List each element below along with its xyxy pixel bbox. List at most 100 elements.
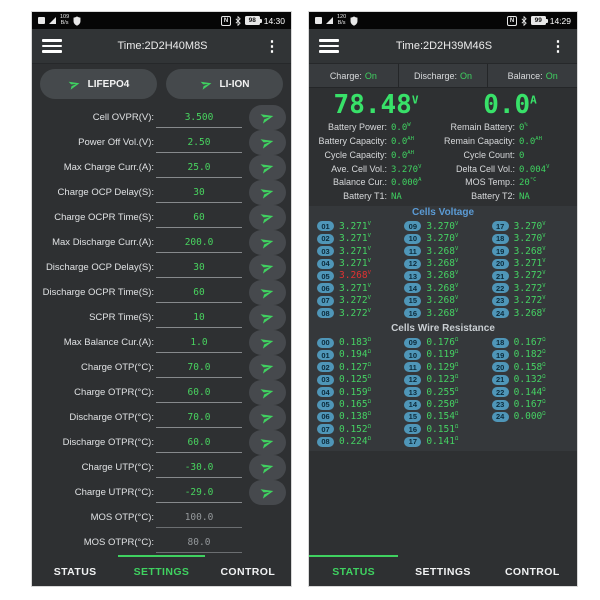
wire-resistance-value: 0.132Ω xyxy=(513,374,546,386)
setting-value-input[interactable]: 200.0 xyxy=(156,232,242,253)
stat-value: 0% xyxy=(519,122,528,134)
cell-index-badge: 08 xyxy=(317,308,334,319)
cell-index-badge: 12 xyxy=(404,374,422,385)
setting-value-input[interactable]: 100.0 xyxy=(156,507,242,528)
status-bar: 120 B/s N 99 14:29 xyxy=(309,12,577,29)
send-setting-button[interactable] xyxy=(249,354,286,380)
overflow-menu-icon[interactable]: ⋮ xyxy=(264,37,280,55)
setting-value-input[interactable]: 70.0 xyxy=(156,357,242,378)
cell-index-badge: 17 xyxy=(491,221,509,232)
pack-gauges: 78.48V 0.0A xyxy=(309,88,577,121)
setting-value-input[interactable]: 30 xyxy=(156,182,242,203)
send-setting-button[interactable] xyxy=(249,129,286,155)
cell-voltage-entry: 16 3.268V xyxy=(404,307,481,319)
setting-value-input[interactable]: 60 xyxy=(156,207,242,228)
cell-voltage-entry: 02 3.271V xyxy=(317,233,394,245)
send-setting-button[interactable] xyxy=(249,229,286,255)
switch-status[interactable]: Balance: On xyxy=(487,64,577,87)
nav-tab[interactable]: STATUS xyxy=(309,555,399,586)
cell-voltage-value: 3.272V xyxy=(339,307,371,319)
stat-label: MOS Temp.: xyxy=(465,177,515,188)
setting-value: 60.0 xyxy=(187,436,211,448)
nav-tab[interactable]: STATUS xyxy=(32,555,118,586)
setting-value-input[interactable]: 60 xyxy=(156,282,242,303)
send-setting-button[interactable] xyxy=(249,304,286,330)
wire-resistance-entry: 03 0.125Ω xyxy=(317,374,394,386)
page-title: Time:2D2H39M46S xyxy=(395,40,493,52)
setting-value-input[interactable]: -30.0 xyxy=(156,457,242,478)
setting-value-input[interactable]: 1.0 xyxy=(156,332,242,353)
setting-value-input[interactable]: 30 xyxy=(156,257,242,278)
cell-voltage-value: 3.268V xyxy=(426,295,459,307)
send-setting-button[interactable] xyxy=(249,454,286,480)
setting-value: -29.0 xyxy=(184,486,214,498)
cell-index-badge: 14 xyxy=(404,399,422,410)
send-setting-button[interactable] xyxy=(249,204,286,230)
send-setting-button[interactable] xyxy=(249,104,286,130)
setting-value-input[interactable]: 2.50 xyxy=(156,132,242,153)
switch-status[interactable]: Charge: On xyxy=(309,64,398,87)
setting-row: Discharge OCP Delay(S): 30 xyxy=(34,254,289,280)
nav-tab[interactable]: SETTINGS xyxy=(118,555,205,586)
send-setting-button[interactable] xyxy=(249,254,286,280)
stat-row: Cycle Count: 0 xyxy=(443,150,571,162)
wire-resistance-value: 0.167Ω xyxy=(513,337,546,349)
setting-value-input[interactable]: -29.0 xyxy=(156,482,242,503)
overflow-menu-icon[interactable]: ⋮ xyxy=(550,37,566,55)
nav-tab[interactable]: CONTROL xyxy=(488,555,577,586)
hamburger-menu-icon[interactable] xyxy=(42,39,62,53)
cell-index-badge: 10 xyxy=(404,233,422,244)
cell-index-badge: 16 xyxy=(404,308,422,319)
hamburger-menu-icon[interactable] xyxy=(319,39,339,53)
cell-index-badge: 13 xyxy=(404,271,422,282)
cell-index-badge: 09 xyxy=(404,221,422,232)
send-setting-button[interactable] xyxy=(249,479,286,505)
stat-value: NA xyxy=(519,192,530,203)
cell-index-badge: 02 xyxy=(317,362,334,373)
setting-value-input[interactable]: 3.500 xyxy=(156,107,242,128)
cell-index-badge: 20 xyxy=(491,362,509,373)
setting-value-input[interactable]: 70.0 xyxy=(156,407,242,428)
wire-resistance-value: 0.255Ω xyxy=(426,386,459,398)
cell-voltage-entry: 19 3.268V xyxy=(491,245,569,257)
setting-value-input[interactable]: 80.0 xyxy=(156,532,242,553)
cell-index-badge: 04 xyxy=(317,387,334,398)
stat-label: Battery T1: xyxy=(343,191,387,202)
bottom-nav: STATUS SETTINGS CONTROL xyxy=(32,555,291,586)
cell-index-badge: 03 xyxy=(317,246,334,257)
send-setting-button[interactable] xyxy=(249,279,286,305)
setting-label: Charge OCPR Time(S): xyxy=(54,211,154,223)
battery-preset-button[interactable]: LIFEPO4 xyxy=(40,69,157,99)
setting-value-input[interactable]: 10 xyxy=(156,307,242,328)
send-setting-button[interactable] xyxy=(249,429,286,455)
nav-tab[interactable]: CONTROL xyxy=(205,555,291,586)
wire-resistance-entry: 00 0.183Ω xyxy=(317,336,394,348)
setting-value: 30 xyxy=(193,186,205,198)
send-setting-button[interactable] xyxy=(249,379,286,405)
cell-index-badge: 22 xyxy=(491,283,509,294)
battery-preset-button[interactable]: LI-ION xyxy=(166,69,283,99)
setting-value: 3.500 xyxy=(184,111,214,123)
cell-index-badge: 17 xyxy=(404,436,422,447)
cell-voltage-value: 3.272V xyxy=(513,270,546,282)
stat-row: Remain Capacity: 0.0AH xyxy=(443,136,571,148)
send-setting-button[interactable] xyxy=(249,179,286,205)
send-setting-button[interactable] xyxy=(249,329,286,355)
wire-resistance-entry: 02 0.127Ω xyxy=(317,361,394,373)
setting-value-input[interactable]: 60.0 xyxy=(156,432,242,453)
setting-row: Discharge OTP(°C): 70.0 xyxy=(34,404,289,430)
stat-value: 0.0AH xyxy=(391,149,414,161)
setting-value-input[interactable]: 25.0 xyxy=(156,157,242,178)
cell-voltage-entry: 17 3.270V xyxy=(491,220,569,232)
nav-tab[interactable]: SETTINGS xyxy=(398,555,487,586)
wire-resistance-entry: 23 0.167Ω xyxy=(491,398,569,410)
send-setting-button[interactable] xyxy=(249,154,286,180)
switch-status[interactable]: Discharge: On xyxy=(397,64,488,87)
stat-label: Cycle Count: xyxy=(463,149,515,160)
setting-value: 70.0 xyxy=(187,361,211,373)
send-setting-button[interactable] xyxy=(249,404,286,430)
setting-value-input[interactable]: 60.0 xyxy=(156,382,242,403)
cell-voltage-entry: 09 3.270V xyxy=(404,220,481,232)
setting-label: Discharge OCP Delay(S): xyxy=(45,261,154,273)
shield-icon xyxy=(350,15,358,26)
